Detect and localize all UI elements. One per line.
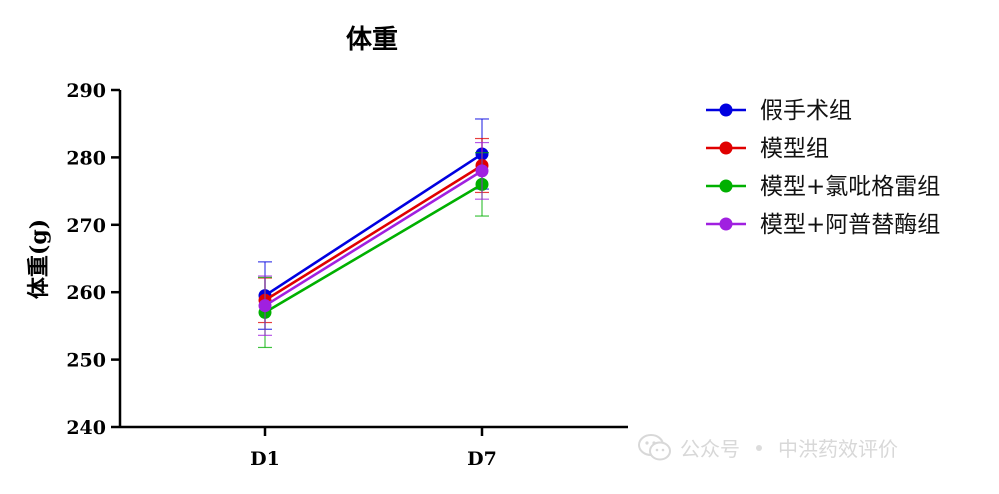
chart-title: 体重 xyxy=(346,25,398,55)
legend-label: 模型+阿普替酶组 xyxy=(760,212,940,238)
legend-item: 假手术组 xyxy=(706,98,852,124)
legend-label: 假手术组 xyxy=(760,98,852,124)
data-point xyxy=(475,164,489,178)
series xyxy=(258,141,489,336)
series-line xyxy=(264,152,483,297)
x-tick-label: D1 xyxy=(250,448,280,470)
y-tick-label: 250 xyxy=(66,350,106,372)
watermark-separator xyxy=(756,444,762,451)
legend-label: 模型组 xyxy=(760,136,829,162)
series-line xyxy=(264,183,483,314)
y-tick-label: 260 xyxy=(66,282,106,304)
legend-item: 模型+阿普替酶组 xyxy=(706,212,940,238)
y-tick-label: 280 xyxy=(66,147,106,169)
x-tick-label: D7 xyxy=(467,448,497,470)
series-layer xyxy=(258,118,489,349)
legend-swatch-marker xyxy=(719,217,733,231)
watermark-label: 公众号 xyxy=(680,437,740,461)
legend-item: 模型组 xyxy=(706,136,829,162)
series xyxy=(258,118,489,330)
y-axis-label: 体重(g) xyxy=(26,219,52,299)
wechat-icon xyxy=(638,433,671,460)
axes: 240 250 260 270 280 290 D1 D7 xyxy=(66,80,628,470)
y-tick-label: 240 xyxy=(66,417,106,439)
watermark-account: 中洪药效评价 xyxy=(778,437,898,461)
legend-swatch-marker xyxy=(719,179,733,193)
legend-swatch-marker xyxy=(719,141,733,155)
series-line xyxy=(264,164,483,302)
legend-item: 模型+氯吡格雷组 xyxy=(706,174,940,200)
legend-swatch-marker xyxy=(719,103,733,117)
data-point xyxy=(258,299,272,313)
watermark: 公众号 中洪药效评价 xyxy=(638,433,898,462)
series-line xyxy=(264,169,483,307)
y-tick-label: 290 xyxy=(66,80,106,102)
y-tick-label: 270 xyxy=(66,215,106,237)
legend-label: 模型+氯吡格雷组 xyxy=(760,174,940,200)
